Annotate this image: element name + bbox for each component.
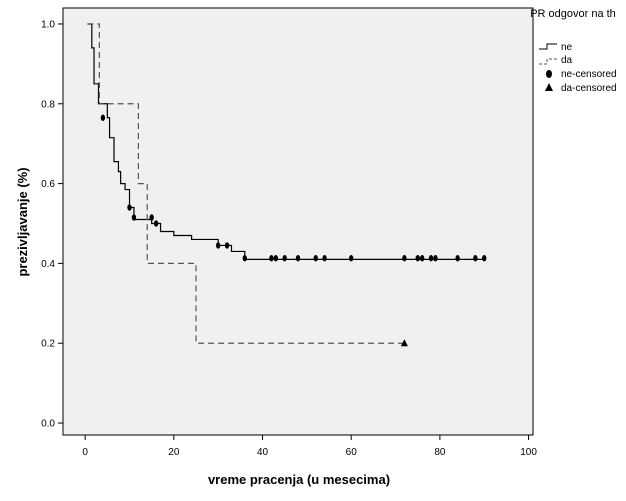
legend-marker-da-censored-icon [545,83,553,91]
legend-symbol-ne [539,43,557,50]
y-axis: 0.0 0.2 0.4 0.6 0.8 1.0 [41,19,63,430]
y-tick-label: 0.4 [41,259,55,270]
legend-title: PR odgovor na th [530,8,616,20]
censor-marker-ne [149,214,154,221]
y-axis-title: prezivljavanje (%) [15,167,30,276]
censor-marker-ne [242,255,247,262]
censor-marker-ne [455,255,460,262]
y-tick-label: 0.6 [41,179,55,190]
y-tick-label: 0.0 [41,419,55,430]
legend-label-ne: ne [561,42,573,53]
legend-label-ne-censored: ne-censored [561,69,617,80]
censor-marker-ne [322,255,327,262]
censor-marker-ne [482,255,487,262]
legend-symbol-da [539,58,557,65]
censor-marker-ne [153,220,159,227]
x-tick-label: 80 [434,447,446,458]
censor-markers [100,114,487,347]
censor-marker-ne [433,255,438,262]
censor-marker-ne [349,255,354,262]
censor-marker-ne [473,255,478,262]
censor-marker-ne [273,255,279,262]
legend: PR odgovor na th ne da ne-censored da-ce… [530,8,616,94]
censor-marker-ne [131,214,137,221]
x-tick-label: 40 [257,447,269,458]
series-layer [87,23,485,344]
legend-marker-ne-censored-icon [546,70,552,78]
censor-marker-ne [313,255,318,262]
censor-marker-ne [428,255,434,262]
y-tick-label: 1.0 [41,19,55,30]
x-tick-label: 0 [82,447,88,458]
censor-marker-ne [402,255,407,262]
y-tick-label: 0.2 [41,339,55,350]
censor-marker-ne [100,114,106,121]
censor-marker-ne [215,242,221,249]
legend-label-da-censored: da-censored [561,83,617,94]
x-axis: 0 20 40 60 80 100 [82,435,537,458]
x-axis-title: vreme pracenja (u mesecima) [208,472,390,487]
series-line-da [87,23,405,344]
censor-marker-ne [282,255,287,262]
legend-label-da: da [561,55,573,66]
censor-marker-ne [224,242,230,249]
censor-marker-da [400,339,408,347]
y-tick-label: 0.8 [41,99,55,110]
censor-marker-ne [295,255,301,262]
x-tick-label: 100 [520,447,537,458]
censor-marker-ne [127,204,132,211]
censor-marker-ne [269,255,274,262]
censor-marker-ne [419,255,425,262]
plot-area [62,7,534,436]
x-tick-label: 60 [346,447,358,458]
censor-marker-ne [415,255,420,262]
x-tick-label: 20 [168,447,180,458]
